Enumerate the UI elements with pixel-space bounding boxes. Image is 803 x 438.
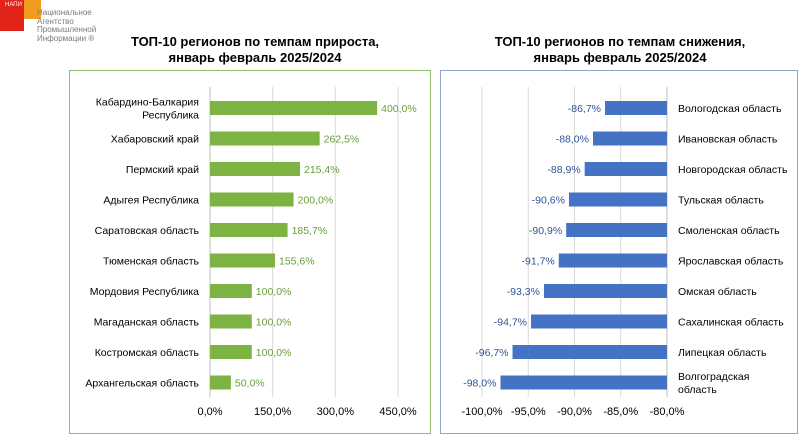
decline-data-label: -94,7% [494,317,527,329]
decline-category-label: Волгоградская [678,371,749,383]
growth-category-label: Тюменская область [103,256,199,268]
decline-category-label: Омская область [678,286,757,298]
growth-data-label: 155,6% [279,256,315,268]
decline-category-label: Сахалинская область [678,317,784,329]
logo-orange-block [24,0,41,19]
growth-bar [210,162,300,176]
growth-category-label: Костромская область [95,347,200,359]
decline-data-label: -90,9% [529,225,562,237]
growth-bar [210,101,378,115]
growth-bar [210,284,252,298]
growth-bar [210,192,294,207]
decline-data-label: -96,7% [475,347,508,359]
decline-chart-panel [440,70,798,434]
decline-bar [531,314,667,329]
decline-category-label: Тульская область [678,195,764,207]
decline-bar [584,162,667,176]
decline-x-tick-label: -95,0% [511,406,546,418]
growth-data-label: 185,7% [292,225,328,237]
decline-data-label: -90,6% [532,195,565,207]
decline-x-tick-label: -90,0% [557,406,592,418]
decline-category-label: Ярославская область [678,256,784,268]
growth-category-label: Хабаровский край [111,134,199,146]
growth-bar [210,223,288,237]
growth-chart-title-line-2: январь февраль 2025/2024 [168,50,342,65]
growth-bar [210,131,320,146]
decline-chart-title-line-2: январь февраль 2025/2024 [533,50,707,65]
decline-x-tick-label: -100,0% [462,406,503,418]
growth-data-label: 100,0% [256,317,292,329]
decline-data-label: -88,0% [556,134,589,146]
decline-category-label: Липецкая область [678,347,767,359]
growth-data-label: 262,5% [324,134,360,146]
growth-x-tick-label: 300,0% [317,406,355,418]
growth-chart-title: ТОП-10 регионов по темпам прироста, янва… [90,34,420,66]
decline-bar [543,284,667,298]
decline-chart-title-line-1: ТОП-10 регионов по темпам снижения, [494,34,746,49]
growth-x-tick-label: 150,0% [254,406,292,418]
growth-category-label: Архангельская область [85,378,199,390]
growth-data-label: 50,0% [235,378,265,390]
growth-category-label: Магаданская область [94,317,200,329]
napi-logo: НАПИ Национальное Агентство Промышленной… [0,0,120,43]
growth-category-label: Саратовская область [95,225,200,237]
growth-bar [210,314,252,329]
growth-bar [210,253,276,268]
decline-bar [568,192,667,207]
logo-text: Национальное Агентство Промышленной Инфо… [37,8,97,43]
decline-x-tick-label: -85,0% [603,406,638,418]
growth-data-label: 200,0% [298,195,334,207]
decline-category-label: Смоленская область [678,225,780,237]
decline-category-label: Вологодская область [678,103,782,115]
decline-bar [566,223,667,237]
growth-data-label: 100,0% [256,286,292,298]
growth-bar [210,345,252,359]
logo-red-block [0,0,24,31]
growth-category-label: Адыгея Республика [103,195,199,207]
logo-line-1: Национальное [37,8,92,17]
growth-category-label: Кабардино-Балкария [96,97,199,109]
decline-chart-title: ТОП-10 регионов по темпам снижения, янва… [455,34,785,66]
growth-x-tick-label: 0,0% [197,406,222,418]
logo-line-2: Агентство [37,16,74,26]
logo-line-4: Информации ® [37,33,95,43]
logo-abbr: НАПИ [5,2,22,8]
decline-x-tick-label: -80,0% [650,406,685,418]
decline-data-label: -88,9% [547,164,580,176]
decline-category-label: область [678,384,717,396]
growth-data-label: 100,0% [256,347,292,359]
decline-bar [558,253,667,268]
decline-data-label: -98,0% [463,378,496,390]
growth-x-tick-label: 450,0% [379,406,417,418]
growth-data-label: 400,0% [381,103,417,115]
decline-bar [593,131,667,146]
decline-bar [512,345,667,359]
growth-category-label: Республика [142,110,199,122]
decline-category-label: Новгородская область [678,164,788,176]
growth-category-label: Пермский край [126,164,199,176]
decline-bar [500,375,667,390]
growth-chart-panel [69,70,431,434]
growth-bar [210,375,231,390]
decline-bar [605,101,667,115]
decline-data-label: -91,7% [521,256,554,268]
decline-data-label: -86,7% [568,103,601,115]
decline-data-label: -93,3% [507,286,540,298]
decline-category-label: Ивановская область [678,134,778,146]
growth-category-label: Мордовия Республика [90,286,199,298]
growth-data-label: 215,4% [304,164,340,176]
logo-line-3: Промышленной [37,25,97,34]
growth-chart-title-line-1: ТОП-10 регионов по темпам прироста, [130,34,380,49]
